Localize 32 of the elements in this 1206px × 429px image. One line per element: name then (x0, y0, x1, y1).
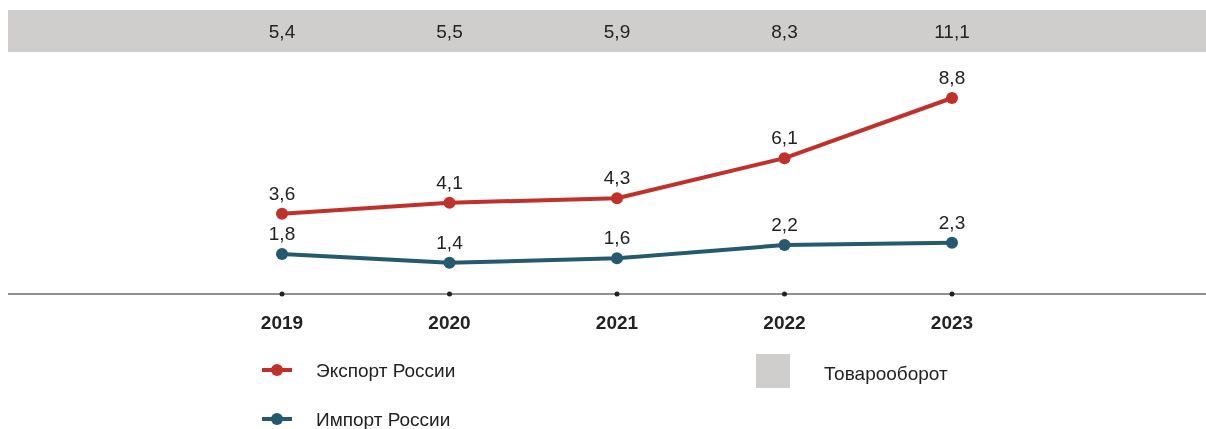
point (443, 196, 456, 209)
data-label: 6,1 (771, 127, 798, 149)
point (611, 192, 623, 205)
text: 5,4 (268, 21, 296, 42)
data-label: 4,1 (436, 171, 463, 193)
point (611, 252, 623, 265)
x-tick-label: 2021 (595, 312, 639, 333)
point (276, 207, 288, 220)
text: 11,1 (934, 21, 970, 42)
data-label: 4,3 (603, 167, 631, 189)
text: 5,5 (436, 21, 463, 42)
data-label: 1,6 (603, 227, 631, 249)
x-tick-label: 2019 (260, 312, 304, 333)
text: 5,9 (603, 21, 631, 42)
data-label: 3,6 (268, 182, 296, 204)
data-label: 2,2 (771, 214, 798, 235)
x-tick-label: 2022 (763, 312, 806, 333)
data-label: 2,3 (938, 211, 966, 233)
point (946, 92, 958, 104)
data-label: 1,8 (268, 222, 296, 244)
data-label: 8,8 (938, 67, 966, 88)
point (276, 247, 288, 260)
x-tick-label: 2023 (930, 312, 974, 333)
point (778, 239, 791, 251)
text: Товарооборот (824, 363, 948, 384)
legend-label: Экспорт России (316, 360, 456, 381)
x-tick-label: 2020 (428, 312, 471, 333)
text: 8,3 (771, 21, 798, 42)
point (946, 236, 958, 249)
data-label: 1,4 (436, 231, 464, 253)
point (778, 152, 791, 165)
point (443, 256, 456, 269)
